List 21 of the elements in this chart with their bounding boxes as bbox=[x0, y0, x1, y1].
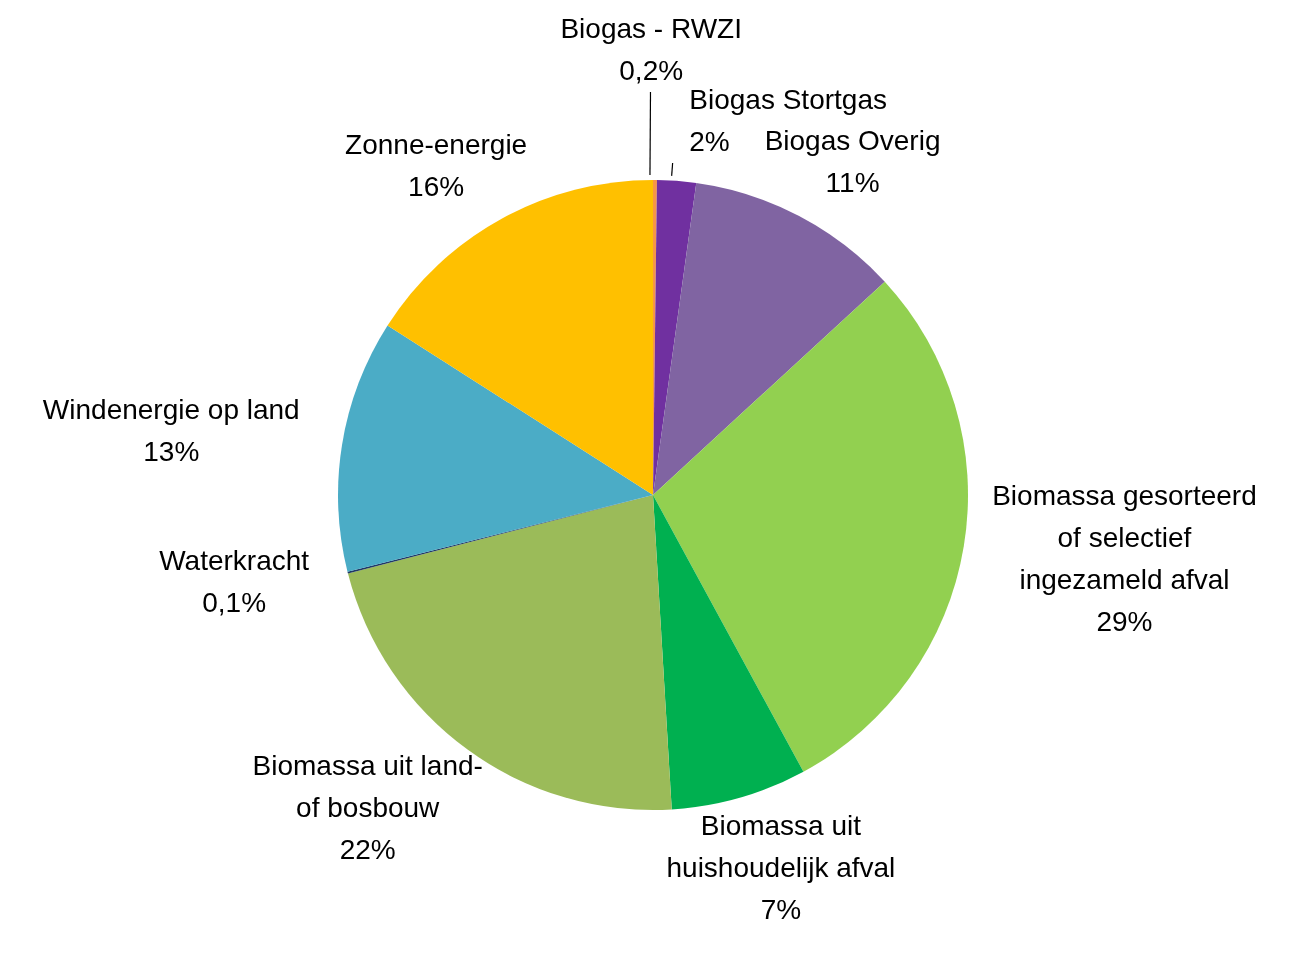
slice-label: Biogas Overig bbox=[764, 124, 941, 156]
pie-slice bbox=[338, 325, 653, 572]
data-label: 0,1% bbox=[202, 586, 267, 618]
data-label: 22% bbox=[339, 833, 396, 865]
slice-label: Biomassa uit huishoudelijk afval bbox=[666, 809, 896, 883]
data-label: 7% bbox=[760, 893, 802, 925]
data-label: 2% bbox=[689, 125, 730, 157]
data-label: 16% bbox=[408, 170, 465, 202]
slice-label: Waterkracht bbox=[159, 544, 310, 576]
data-label: 13% bbox=[143, 435, 200, 467]
slice-label: Zonne-energie bbox=[345, 128, 528, 160]
data-label: 29% bbox=[1096, 605, 1153, 637]
data-label: 11% bbox=[825, 166, 880, 198]
slice-label: Windenergie op land bbox=[42, 393, 300, 425]
slice-label: Biogas Stortgas bbox=[689, 83, 887, 115]
slice-label: Biomassa gesorteerd of selectief ingezameld afval bbox=[992, 479, 1257, 595]
pie-slice bbox=[653, 495, 804, 810]
slice-label: Biomassa uit land- of bosbouw bbox=[252, 749, 483, 823]
pie-slice bbox=[653, 281, 968, 772]
slice-label: Biogas - RWZI bbox=[560, 12, 742, 44]
data-label: 0,2% bbox=[619, 54, 684, 86]
